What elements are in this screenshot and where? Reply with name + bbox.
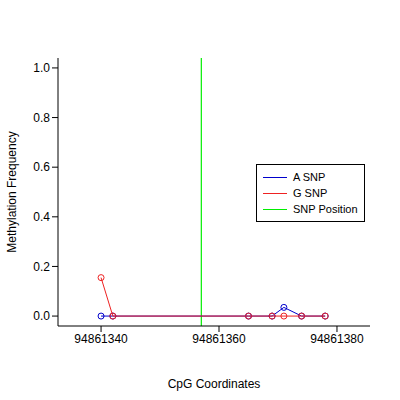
svg-text:Methylation Frequency: Methylation Frequency — [8, 131, 19, 252]
svg-text:0.8: 0.8 — [33, 111, 50, 125]
html-text:SNP Position: SNP Position — [293, 203, 358, 215]
svg-text:94861380: 94861380 — [310, 332, 364, 346]
svg-text:CpG Coordinates: CpG Coordinates — [168, 377, 261, 391]
html-text:G SNP: G SNP — [293, 187, 328, 199]
svg-text:0.6: 0.6 — [33, 160, 50, 174]
svg-text:0.2: 0.2 — [33, 260, 50, 274]
svg-text:94861360: 94861360 — [192, 332, 246, 346]
svg-text:94861340: 94861340 — [74, 332, 128, 346]
svg-text:0.4: 0.4 — [33, 210, 50, 224]
svg-text:1.0: 1.0 — [33, 61, 50, 75]
html-text:A SNP: A SNP — [293, 171, 326, 183]
svg-text:0.0: 0.0 — [33, 309, 50, 323]
